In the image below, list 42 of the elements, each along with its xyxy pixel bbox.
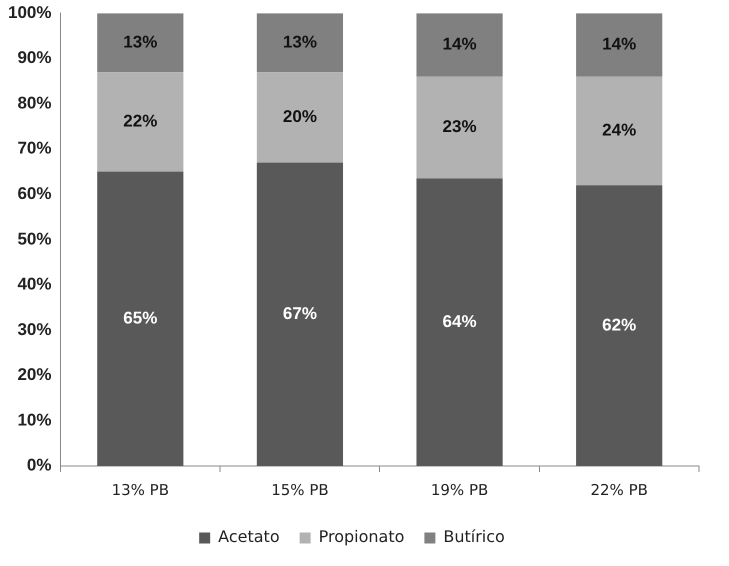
y-tick-label: 40%	[17, 274, 52, 294]
data-label: 64%	[442, 312, 477, 331]
y-tick-label: 60%	[17, 184, 52, 204]
legend-label: Propionato	[318, 527, 404, 546]
data-label: 62%	[602, 315, 636, 334]
y-tick-label: 90%	[17, 48, 52, 68]
bar	[576, 13, 662, 77]
data-label: 13%	[282, 32, 317, 52]
y-tick-label: 30%	[17, 320, 52, 339]
data-label: 67%	[282, 304, 317, 323]
legend-label: Butírico	[443, 527, 505, 546]
data-label: 13%	[123, 32, 158, 52]
bar	[256, 162, 344, 466]
y-tick-label: 50%	[17, 229, 52, 248]
y-tick-label: 0%	[26, 456, 52, 475]
bar	[97, 13, 184, 72]
bar	[576, 76, 662, 186]
bar	[97, 72, 184, 172]
y-tick-label: 80%	[17, 93, 52, 112]
data-label: 14%	[442, 34, 477, 54]
data-label: 23%	[442, 117, 477, 136]
data-label: 20%	[282, 107, 317, 126]
bar	[416, 178, 503, 466]
y-tick-label: 20%	[17, 365, 52, 384]
data-label: 22%	[123, 112, 158, 131]
y-tick-label: 100%	[8, 2, 52, 22]
x-tick-label: 22% PB	[590, 480, 648, 499]
x-tick-label: 15% PB	[271, 480, 329, 499]
bar	[256, 13, 344, 72]
bar	[97, 172, 184, 466]
x-tick-label: 19% PB	[430, 480, 488, 499]
y-tick-label: 10%	[17, 410, 52, 430]
bar	[256, 72, 344, 163]
data-label: 65%	[123, 308, 158, 328]
legend-label: Acetato	[218, 527, 280, 546]
bar	[576, 185, 662, 466]
data-label: 14%	[602, 34, 636, 54]
bar	[416, 13, 503, 77]
y-tick-label: 70%	[17, 138, 52, 158]
data-label: 24%	[602, 120, 636, 140]
bar	[416, 76, 503, 178]
x-tick-label: 13% PB	[112, 480, 170, 499]
